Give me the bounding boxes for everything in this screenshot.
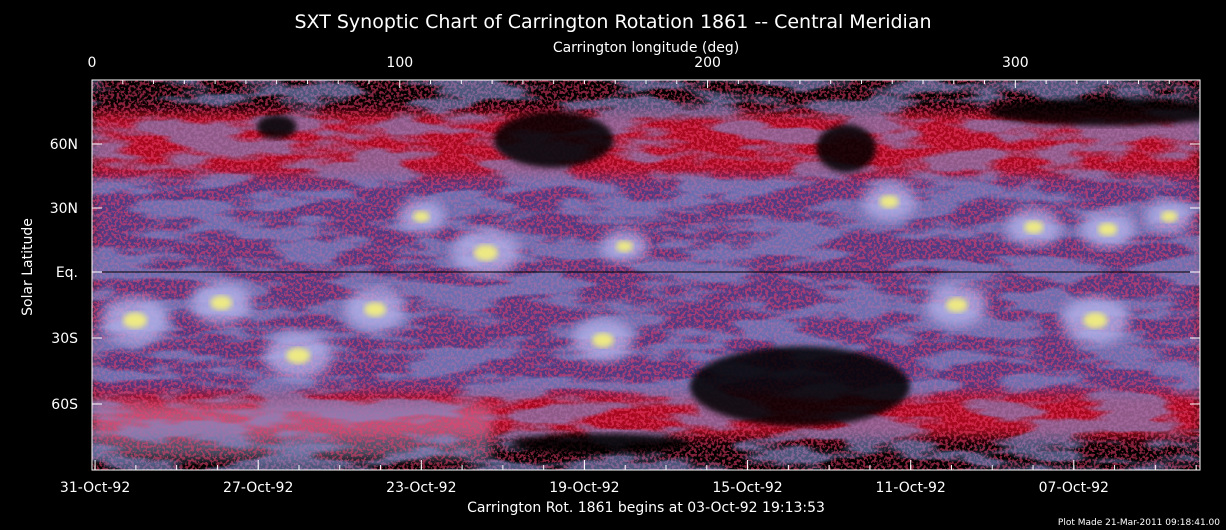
active-region-core xyxy=(123,312,148,329)
dark-region xyxy=(509,433,690,454)
dark-region xyxy=(987,98,1200,126)
dark-region xyxy=(816,124,877,173)
top-axis: 0 100 200 300 xyxy=(88,55,1201,88)
y-tick-label: 60S xyxy=(51,397,78,413)
active-region-core xyxy=(364,302,386,317)
bottom-tick-label: 23-Oct-92 xyxy=(386,480,456,496)
bottom-tick-label: 15-Oct-92 xyxy=(712,480,782,496)
bottom-tick-label: 07-Oct-92 xyxy=(1039,480,1109,496)
y-tick-label: 30N xyxy=(50,201,78,217)
top-tick-label: 200 xyxy=(694,55,721,71)
active-region-core xyxy=(1024,220,1044,234)
dark-region xyxy=(493,111,614,168)
active-region-core xyxy=(412,210,430,223)
top-axis-label: Carrington longitude (deg) xyxy=(553,40,739,56)
active-region-core xyxy=(286,347,311,364)
y-axis: 60N 30N Eq. 30S 60S xyxy=(50,137,1200,413)
active-region-core xyxy=(946,297,968,313)
bottom-tick-label: 27-Oct-92 xyxy=(223,480,293,496)
active-region-core xyxy=(1083,312,1108,329)
dark-region xyxy=(689,346,910,427)
bottom-tick-label: 19-Oct-92 xyxy=(549,480,619,496)
active-region-core xyxy=(616,240,633,252)
y-tick-label: 60N xyxy=(50,137,78,153)
plot-made-footer: Plot Made 21-Mar-2011 09:18:41.00 xyxy=(1058,518,1220,528)
bottom-tick-label: 11-Oct-92 xyxy=(876,480,946,496)
active-region-core xyxy=(1160,210,1178,223)
active-region-core xyxy=(210,295,233,310)
top-tick-label: 300 xyxy=(1002,55,1029,71)
bottom-axis-label: Carrington Rot. 1861 begins at 03-Oct-92… xyxy=(467,500,825,516)
bottom-axis: 31-Oct-92 27-Oct-92 23-Oct-92 19-Oct-92 15-O… xyxy=(60,460,1197,496)
dark-region xyxy=(256,114,297,139)
active-region-core xyxy=(473,244,498,261)
y-tick-label: 30S xyxy=(51,331,78,347)
y-axis-label: Solar Latitude xyxy=(20,218,36,316)
heatmap-image xyxy=(92,80,1200,470)
top-tick-label: 0 xyxy=(88,55,97,71)
active-region-core xyxy=(1098,222,1118,236)
top-tick-label: 100 xyxy=(386,55,413,71)
chart-title: SXT Synoptic Chart of Carrington Rotatio… xyxy=(294,11,931,33)
y-tick-label: Eq. xyxy=(56,265,78,281)
active-region-core xyxy=(592,333,614,348)
bottom-tick-label: 31-Oct-92 xyxy=(60,480,130,496)
active-region-core xyxy=(879,195,899,209)
